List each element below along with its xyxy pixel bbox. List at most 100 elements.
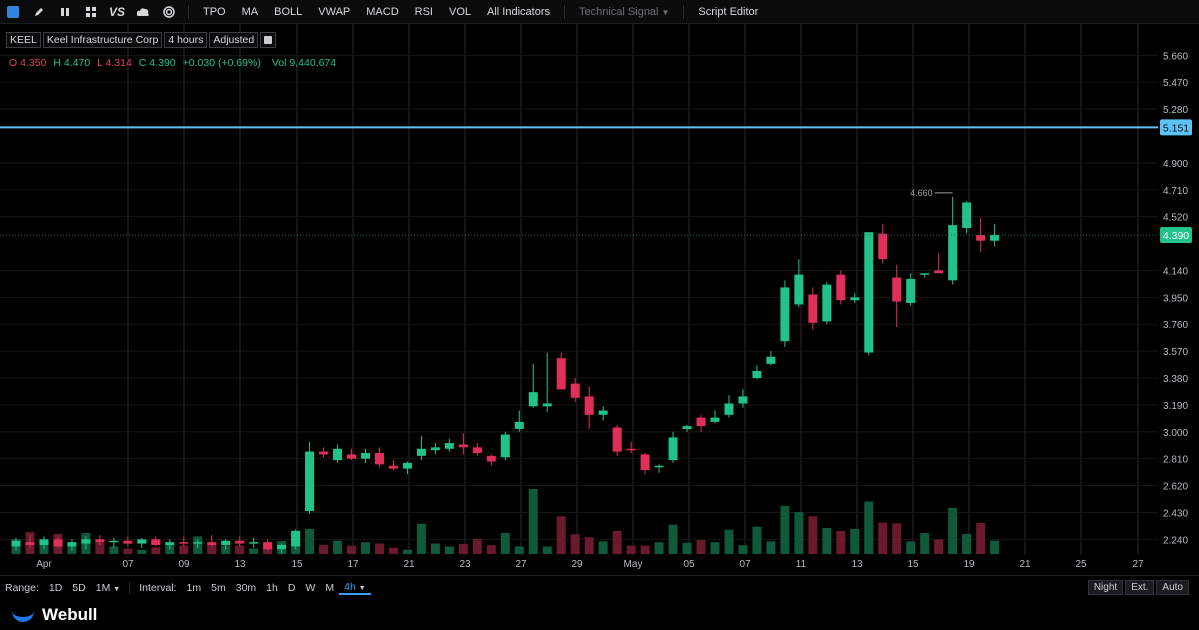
- interval-1h[interactable]: 1h: [266, 581, 278, 594]
- x-axis-tick-label: 25: [1075, 559, 1087, 570]
- volume-bar: [402, 549, 412, 554]
- volume-bar: [906, 541, 916, 554]
- candle-body: [934, 270, 944, 274]
- interval-4h[interactable]: 4h ▼: [339, 581, 371, 595]
- indicator-tpo[interactable]: TPO: [203, 5, 226, 18]
- interval-5m[interactable]: 5m: [211, 581, 226, 594]
- candle-body: [668, 437, 678, 461]
- change-value: +0.030 (+0.69%): [182, 57, 261, 69]
- interval-1m[interactable]: 1m: [186, 581, 202, 594]
- interval-d[interactable]: D: [287, 581, 296, 594]
- x-axis-tick-label: 27: [1132, 559, 1144, 570]
- candle-body: [640, 454, 650, 470]
- candle-body: [976, 235, 986, 241]
- auto-button[interactable]: Auto: [1156, 580, 1189, 595]
- y-axis-tick-label: 4.140: [1163, 266, 1188, 277]
- candle-body: [430, 447, 440, 451]
- candle-body: [305, 451, 315, 512]
- y-axis-tick-label: 4.520: [1163, 213, 1188, 224]
- volume-bar: [752, 526, 762, 554]
- candle-body: [780, 287, 790, 342]
- open-label: O: [9, 57, 18, 69]
- indicator-vol[interactable]: VOL: [449, 5, 472, 18]
- volume-bar: [878, 522, 888, 554]
- price-chart[interactable]: 5.660 5.470 5.280 4.900 4.710 4.520 4.140 3.950…: [0, 24, 1199, 575]
- interval-w[interactable]: W: [305, 581, 316, 594]
- volume-bar: [808, 516, 818, 554]
- candle-body: [570, 383, 580, 398]
- grid-icon[interactable]: [78, 0, 104, 24]
- range-1m[interactable]: 1M ▼: [91, 582, 125, 594]
- interval-30m[interactable]: 30m: [235, 581, 257, 594]
- range-1d[interactable]: 1D: [48, 581, 63, 594]
- candle-body: [67, 542, 77, 547]
- range-5d[interactable]: 5D: [72, 581, 86, 594]
- volume-bar: [137, 549, 147, 554]
- volume-label: Vol: [271, 57, 287, 69]
- night-button[interactable]: Night: [1087, 580, 1124, 595]
- indicator-rsi[interactable]: RSI: [414, 5, 433, 18]
- candle-body: [319, 451, 329, 455]
- pencil-icon[interactable]: [26, 0, 52, 24]
- volume-bar: [458, 543, 468, 554]
- interval-label: Interval:: [139, 581, 177, 594]
- candle-body: [165, 542, 175, 545]
- volume-bar: [249, 548, 259, 554]
- company-name: Keel Infrastructure Corp: [42, 32, 163, 48]
- candle-body: [794, 274, 804, 305]
- volume-bar: [444, 546, 454, 554]
- volume-bar: [766, 541, 776, 554]
- indicator-boll[interactable]: BOLL: [274, 5, 303, 18]
- high-marker-label: 4.660: [910, 188, 933, 198]
- volume-bar: [626, 545, 636, 554]
- volume-bar: [962, 533, 972, 554]
- volume-value: 9,440,674: [289, 57, 337, 69]
- indicator-macd[interactable]: MACD: [366, 5, 399, 18]
- volume-bar: [780, 505, 790, 554]
- volume-bar: [319, 544, 329, 554]
- indicator-ma[interactable]: MA: [241, 5, 259, 18]
- all-indicators-button[interactable]: All Indicators: [487, 5, 550, 18]
- cloud-icon[interactable]: [130, 0, 156, 24]
- candles-icon[interactable]: [52, 0, 78, 24]
- candle-body: [361, 453, 370, 459]
- settings-icon[interactable]: [260, 32, 277, 48]
- volume-bar: [333, 540, 343, 554]
- candle-body: [836, 274, 846, 301]
- candle-body: [416, 448, 426, 456]
- vs-icon[interactable]: VS: [108, 4, 125, 19]
- x-axis-tick-label: 27: [515, 559, 527, 570]
- volume-bar: [570, 534, 580, 554]
- toolbar-divider: [683, 4, 685, 19]
- symbol-info-bar: KEEL Keel Infrastructure Corp 4 hours Ad…: [6, 32, 277, 48]
- target-icon[interactable]: [156, 0, 182, 24]
- toolbar-divider: [564, 4, 565, 19]
- x-axis-tick-label: 13: [851, 559, 863, 570]
- interval-m[interactable]: M: [325, 581, 335, 594]
- script-editor-button[interactable]: Script Editor: [698, 5, 759, 18]
- interval-label[interactable]: 4 hours: [164, 32, 208, 48]
- x-axis-tick-label: 05: [683, 559, 695, 570]
- volume-bar: [486, 545, 496, 554]
- volume-bar: [990, 540, 1000, 554]
- chevron-down-icon: ▼: [661, 7, 670, 17]
- volume-bar: [668, 524, 678, 554]
- volume-bar: [556, 516, 566, 554]
- volume-bar: [682, 542, 692, 554]
- technical-signal-dropdown[interactable]: Technical Signal ▼: [571, 6, 677, 18]
- chart-type-icon[interactable]: [0, 0, 26, 24]
- candle-body: [235, 540, 245, 544]
- candle-body: [514, 421, 524, 429]
- candle-body: [738, 396, 748, 404]
- volume-bar: [123, 548, 133, 554]
- indicator-vwap[interactable]: VWAP: [318, 5, 351, 18]
- price-line-badge: [1160, 119, 1192, 136]
- ticker-label[interactable]: KEEL: [6, 32, 41, 48]
- chevron-down-icon: ▼: [358, 584, 366, 592]
- x-axis-tick-label: May: [624, 559, 643, 570]
- candle-body: [263, 542, 273, 550]
- open-value: 4.350: [20, 57, 47, 69]
- candle-body: [151, 539, 161, 545]
- adjusted-label[interactable]: Adjusted: [209, 32, 259, 48]
- ext-button[interactable]: Ext.: [1125, 580, 1155, 595]
